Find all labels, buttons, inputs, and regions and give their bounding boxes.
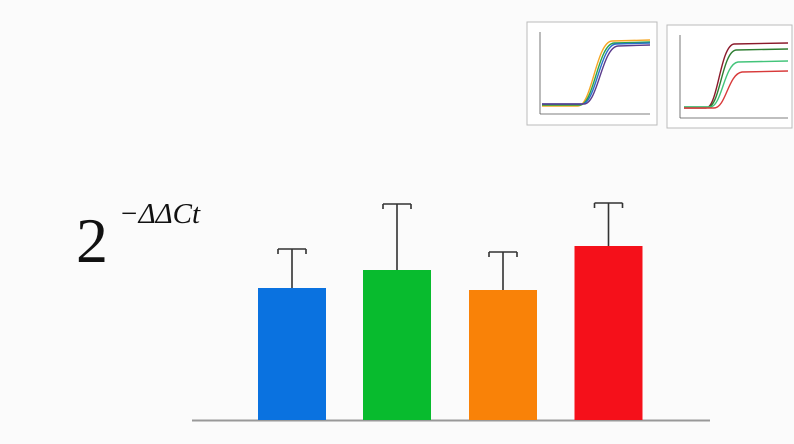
error-bar (382, 203, 412, 270)
error-bar (277, 248, 307, 288)
bar (469, 290, 537, 420)
bar (363, 270, 431, 420)
error-bar (488, 251, 518, 290)
thumbnail-frame (526, 21, 658, 126)
amplification-thumbnail (666, 24, 793, 129)
thumbnail-curve (684, 60, 789, 108)
error-bar (593, 202, 624, 246)
amplification-thumbnail (526, 21, 658, 126)
bar (258, 288, 326, 420)
formula-base: 2 (76, 205, 108, 276)
bar (574, 246, 643, 420)
thumbnail-curve (684, 70, 789, 109)
formula-exponent: −ΔΔCt (119, 198, 201, 230)
thumbnail-curve (542, 44, 651, 105)
thumbnail-frame (666, 24, 793, 129)
